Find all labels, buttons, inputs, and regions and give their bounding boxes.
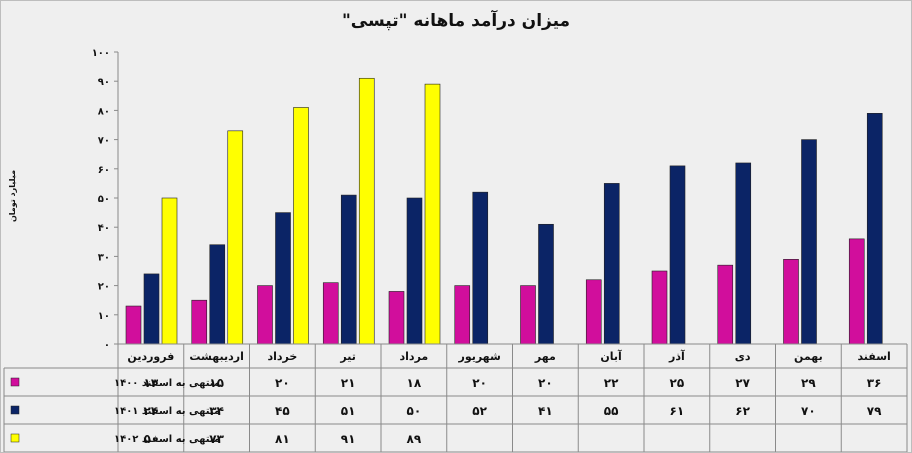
category-label: اردیبهشت <box>189 350 243 363</box>
y-tick-label: ۷۰ <box>98 136 110 147</box>
y-tick-label: ۳۰ <box>98 252 110 263</box>
data-label: ۲۰ <box>275 376 290 390</box>
bar <box>340 194 357 345</box>
data-label: ۵۲ <box>472 404 487 418</box>
data-label: ۲۹ <box>801 376 816 390</box>
bar <box>275 212 291 345</box>
data-label: ۲۱ <box>341 376 356 390</box>
data-label: ۲۵ <box>670 376 685 390</box>
data-label: ۱۸ <box>407 376 422 390</box>
data-label: ۲۲ <box>604 376 619 390</box>
bar <box>191 299 208 345</box>
bar <box>406 197 423 345</box>
bar <box>454 285 471 345</box>
data-label: ۲۰ <box>472 376 487 390</box>
y-tick-label: ۰ <box>104 340 110 351</box>
data-label: ۲۴ <box>144 404 159 418</box>
category-label: بهمن <box>794 350 823 363</box>
data-label: ۸۱ <box>275 432 290 446</box>
data-label: ۷۰ <box>801 404 816 418</box>
legend-swatch <box>10 405 20 415</box>
data-label: ۱۵ <box>209 376 224 390</box>
category-label: تیر <box>339 350 355 363</box>
bar <box>866 113 883 345</box>
bar <box>848 238 865 345</box>
bars <box>125 77 883 345</box>
bar <box>257 285 273 345</box>
category-label: اسفند <box>857 350 890 363</box>
bar <box>209 244 226 345</box>
y-tick-label: ۸۰ <box>98 106 110 117</box>
bar <box>322 282 339 345</box>
bar <box>717 264 734 345</box>
category-label: مهر <box>534 350 556 363</box>
bar <box>143 273 160 345</box>
data-label: ۳۶ <box>867 376 882 390</box>
legend-swatch <box>10 377 20 387</box>
bar <box>125 305 142 345</box>
category-label: فروردین <box>127 350 174 363</box>
y-tick-label: ۱۰۰ <box>92 48 110 59</box>
bar <box>520 285 536 345</box>
category-label: خرداد <box>267 350 297 363</box>
category-label: آذر <box>668 349 685 363</box>
data-label: ۷۹ <box>867 404 882 418</box>
bar <box>293 107 309 345</box>
chart-title: میزان درآمد ماهانه "تپسی" <box>342 9 570 31</box>
legend-swatch <box>10 433 20 443</box>
data-label: ۲۰ <box>538 376 553 390</box>
bar <box>801 139 817 345</box>
data-label: ۸۹ <box>407 432 422 446</box>
y-tick-label: ۱۰ <box>98 311 110 322</box>
data-label: ۵۰ <box>144 432 159 446</box>
legend-label: منتهی به اسفند ۱۴۰۰ <box>114 378 220 389</box>
bar <box>651 270 668 345</box>
data-label: ۴۵ <box>275 404 290 418</box>
data-label: ۲۷ <box>735 376 750 390</box>
y-tick-label: ۲۰ <box>98 282 110 293</box>
data-label: ۵۱ <box>341 404 356 418</box>
data-label: ۳۴ <box>209 404 224 418</box>
legend-label: منتهی به اسفند ۱۴۰۲ <box>114 434 220 445</box>
y-tick-label: ۹۰ <box>98 77 110 88</box>
y-tick-label: ۴۰ <box>98 223 110 234</box>
data-label: ۴۱ <box>538 404 553 418</box>
category-label: شهریور <box>457 350 500 363</box>
data-label: ۷۳ <box>209 432 224 446</box>
bar <box>669 165 686 345</box>
category-label: مرداد <box>400 350 429 363</box>
y-tick-label: ۵۰ <box>98 194 110 205</box>
data-label: ۶۱ <box>670 404 685 418</box>
bar <box>585 279 602 345</box>
data-label: ۶۲ <box>735 404 750 418</box>
bar <box>783 259 799 345</box>
data-label: ۵۰ <box>407 404 422 418</box>
legend-label: منتهی به اسفند ۱۴۰۱ <box>114 406 220 417</box>
y-axis: ۰ ۱۰ ۲۰ ۳۰ ۴۰ ۵۰ ۶۰ ۷۰ ۸۰ ۹۰ ۱۰۰ <box>92 48 119 351</box>
y-tick-label: ۶۰ <box>98 165 110 176</box>
bar <box>358 77 375 345</box>
data-label: ۱۳ <box>144 376 159 390</box>
data-label: ۹۱ <box>341 432 356 446</box>
bar <box>424 83 441 345</box>
bar <box>472 191 489 345</box>
bar <box>161 197 178 345</box>
bar <box>603 183 620 345</box>
data-label: ۵۵ <box>604 404 619 418</box>
bar <box>388 291 405 345</box>
y-axis-label: میلیارد تومان <box>8 170 17 222</box>
data-table: فروردین اردیبهشت خرداد تیر مرداد شهریور مهر آبا… <box>3 343 908 452</box>
category-label: آبان <box>600 349 622 363</box>
bar <box>227 130 244 345</box>
bar <box>735 162 752 345</box>
bar <box>538 223 554 345</box>
category-label: دی <box>735 350 751 363</box>
